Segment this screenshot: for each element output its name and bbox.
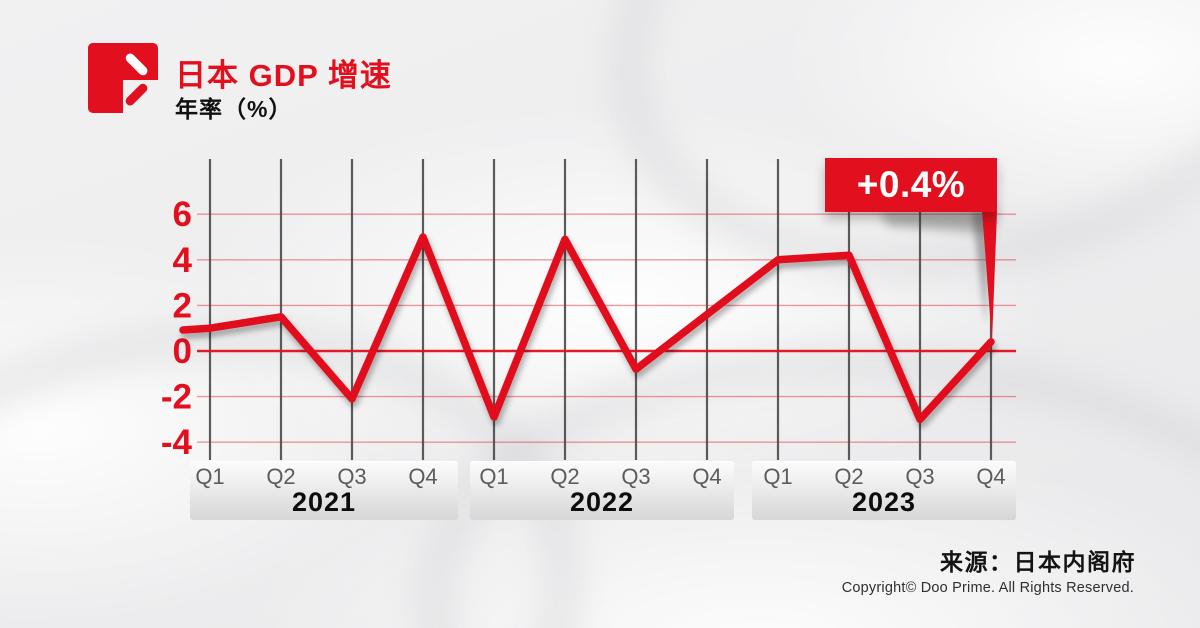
x-tick-label: Q4 [408,464,438,489]
x-tick-label: Q3 [905,464,935,489]
x-tick-label: Q4 [692,464,722,489]
logo-red-slash-icon [123,81,150,107]
year-label: 2021 [291,487,357,517]
year-band-2023: Q1 Q2 Q3 Q4 2023 [752,461,1016,520]
x-tick-label: Q3 [621,464,651,489]
x-tick-label: Q4 [976,464,1006,489]
logo-red-block [88,43,123,113]
latest-value-callout: +0.4% [825,158,997,212]
x-tick-label: Q2 [550,464,580,489]
source-note: 来源：日本内阁府 [940,549,1136,575]
x-tick-label: Q1 [763,464,793,489]
year-band-2021: Q1 Q2 Q3 Q4 2021 [190,461,458,520]
chart-title: 日本 GDP 增速 [175,58,392,93]
copyright-note: Copyright© Doo Prime. All Rights Reserve… [841,580,1134,596]
x-tick-label: Q1 [195,464,225,489]
chart-subtitle: 年率（%） [175,96,293,122]
year-band-2022: Q1 Q2 Q3 Q4 2022 [470,461,734,520]
year-label: 2022 [569,487,635,517]
callout-value-label: +0.4% [856,164,966,205]
x-tick-label: Q2 [834,464,864,489]
x-tick-label: Q1 [479,464,509,489]
doo-prime-logo-icon [88,43,158,113]
year-label: 2023 [851,487,917,517]
x-tick-label: Q2 [266,464,296,489]
x-tick-label: Q3 [337,464,367,489]
